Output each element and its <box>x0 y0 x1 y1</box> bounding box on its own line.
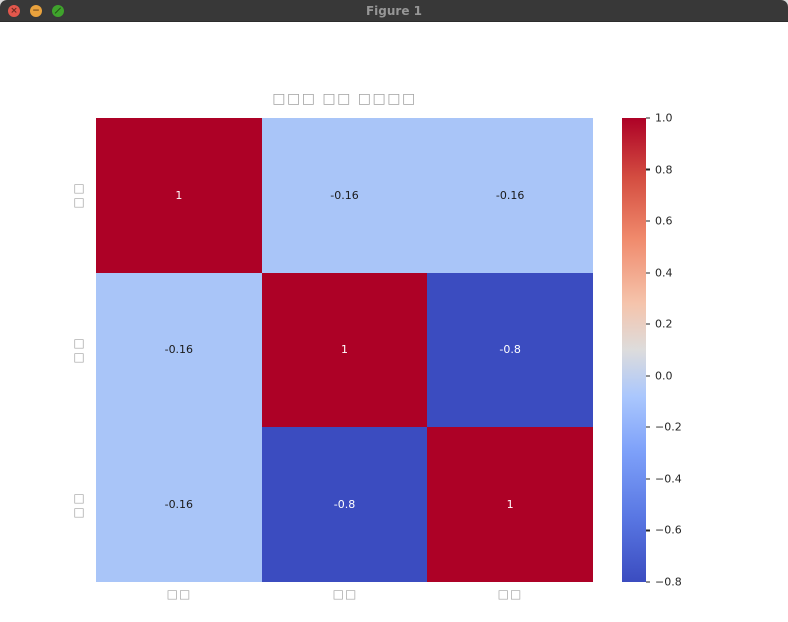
tick-mark <box>646 581 650 583</box>
minimize-button[interactable]: − <box>30 5 42 17</box>
tick-label: −0.6 <box>655 523 682 537</box>
tick-label: −0.4 <box>655 472 682 486</box>
chart-title: □□□ □□ □□□□ <box>272 91 417 107</box>
tick-mark <box>646 168 650 171</box>
heatmap-cell-1-2: -0.8 <box>427 272 593 428</box>
tick-label: 0.6 <box>655 214 673 228</box>
tick-mark <box>646 426 650 428</box>
colorbar-tick: −0.8 <box>646 576 682 589</box>
colorbar-tick: 1.0 <box>646 112 673 125</box>
tick-label: 0.2 <box>655 317 673 331</box>
heatmap-cell-1-0: -0.16 <box>96 272 262 428</box>
maximize-button[interactable] <box>52 5 64 17</box>
y-tick-label-1: □□ <box>73 335 85 364</box>
colorbar-tick: −0.6 <box>646 524 682 537</box>
tick-mark <box>646 529 650 532</box>
close-icon: × <box>10 5 18 16</box>
window-titlebar[interactable]: × − Figure 1 <box>0 0 788 22</box>
colorbar-tick: −0.4 <box>646 472 682 485</box>
tick-mark <box>646 375 650 377</box>
x-tick-label-1: □□ <box>332 587 358 601</box>
correlation-heatmap: 1 -0.16 -0.16 -0.16 1 -0.8 -0.16 -0.8 1 <box>96 118 593 582</box>
window-controls: × − <box>8 0 64 22</box>
tick-mark <box>646 220 650 222</box>
colorbar <box>622 118 646 582</box>
minimize-icon: − <box>32 5 40 16</box>
figure-canvas: □□□ □□ □□□□ 1 -0.16 -0.16 -0.16 1 -0.8 -… <box>0 22 788 622</box>
heatmap-cell-2-2: 1 <box>427 427 593 582</box>
colorbar-tick: 0.4 <box>646 266 673 279</box>
colorbar-tick: 0.2 <box>646 318 673 331</box>
tick-mark <box>646 478 650 480</box>
heatmap-cell-2-0: -0.16 <box>96 427 262 582</box>
heatmap-cell-0-2: -0.16 <box>427 118 593 273</box>
tick-mark <box>646 323 650 325</box>
heatmap-cell-0-0: 1 <box>96 118 262 273</box>
tick-mark <box>646 272 650 274</box>
maximize-icon <box>54 7 62 15</box>
colorbar-tick: −0.2 <box>646 421 682 434</box>
tick-label: 0.0 <box>655 369 673 383</box>
close-button[interactable]: × <box>8 5 20 17</box>
colorbar-ticks: 1.0 0.8 0.6 0.4 0.2 0.0 <box>646 112 706 589</box>
tick-label: 0.8 <box>655 163 673 177</box>
x-tick-label-2: □□ <box>497 587 523 601</box>
tick-label: −0.2 <box>655 420 682 434</box>
colorbar-tick: 0.0 <box>646 369 673 382</box>
tick-mark <box>646 117 650 119</box>
x-tick-label-0: □□ <box>166 587 192 601</box>
tick-label: 1.0 <box>655 111 673 125</box>
window-title: Figure 1 <box>365 3 423 18</box>
colorbar-tick: 0.6 <box>646 215 673 228</box>
y-tick-label-2: □□ <box>73 490 85 519</box>
tick-label: −0.8 <box>655 575 682 589</box>
tick-label: 0.4 <box>655 266 673 280</box>
heatmap-cell-2-1: -0.8 <box>261 427 428 582</box>
colorbar-tick: 0.8 <box>646 163 673 176</box>
heatmap-cell-0-1: -0.16 <box>261 118 428 273</box>
y-tick-label-0: □□ <box>73 180 85 209</box>
heatmap-cell-1-1: 1 <box>261 272 428 428</box>
